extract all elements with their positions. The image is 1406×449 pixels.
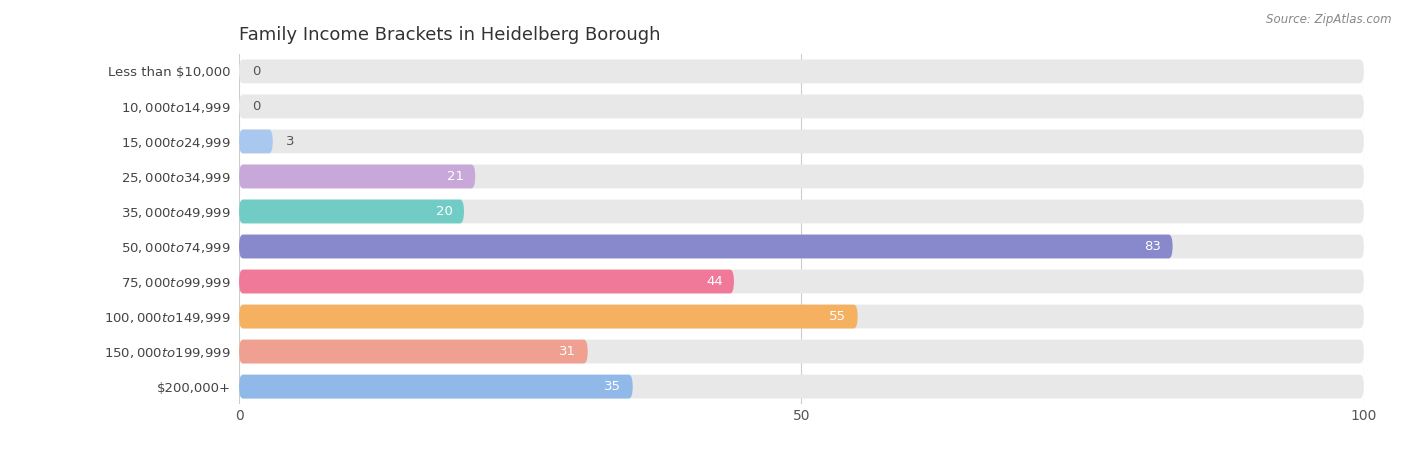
FancyBboxPatch shape (239, 339, 588, 364)
Text: 44: 44 (706, 275, 723, 288)
Text: 35: 35 (605, 380, 621, 393)
FancyBboxPatch shape (239, 59, 1364, 84)
FancyBboxPatch shape (239, 94, 1364, 119)
Text: 3: 3 (287, 135, 295, 148)
FancyBboxPatch shape (239, 164, 1364, 189)
Text: 0: 0 (253, 65, 262, 78)
FancyBboxPatch shape (239, 199, 464, 224)
Text: 0: 0 (253, 100, 262, 113)
FancyBboxPatch shape (239, 339, 1364, 364)
FancyBboxPatch shape (239, 234, 1173, 259)
Text: 55: 55 (830, 310, 846, 323)
FancyBboxPatch shape (239, 129, 273, 154)
FancyBboxPatch shape (239, 234, 1364, 259)
FancyBboxPatch shape (239, 304, 1364, 329)
Text: 31: 31 (560, 345, 576, 358)
FancyBboxPatch shape (239, 199, 1364, 224)
FancyBboxPatch shape (239, 304, 858, 329)
Text: Source: ZipAtlas.com: Source: ZipAtlas.com (1267, 13, 1392, 26)
FancyBboxPatch shape (239, 374, 633, 399)
FancyBboxPatch shape (239, 269, 734, 294)
Text: 21: 21 (447, 170, 464, 183)
FancyBboxPatch shape (239, 374, 1364, 399)
Text: 83: 83 (1144, 240, 1161, 253)
Text: Family Income Brackets in Heidelberg Borough: Family Income Brackets in Heidelberg Bor… (239, 26, 661, 44)
Text: 20: 20 (436, 205, 453, 218)
FancyBboxPatch shape (239, 164, 475, 189)
FancyBboxPatch shape (239, 129, 1364, 154)
FancyBboxPatch shape (239, 269, 1364, 294)
